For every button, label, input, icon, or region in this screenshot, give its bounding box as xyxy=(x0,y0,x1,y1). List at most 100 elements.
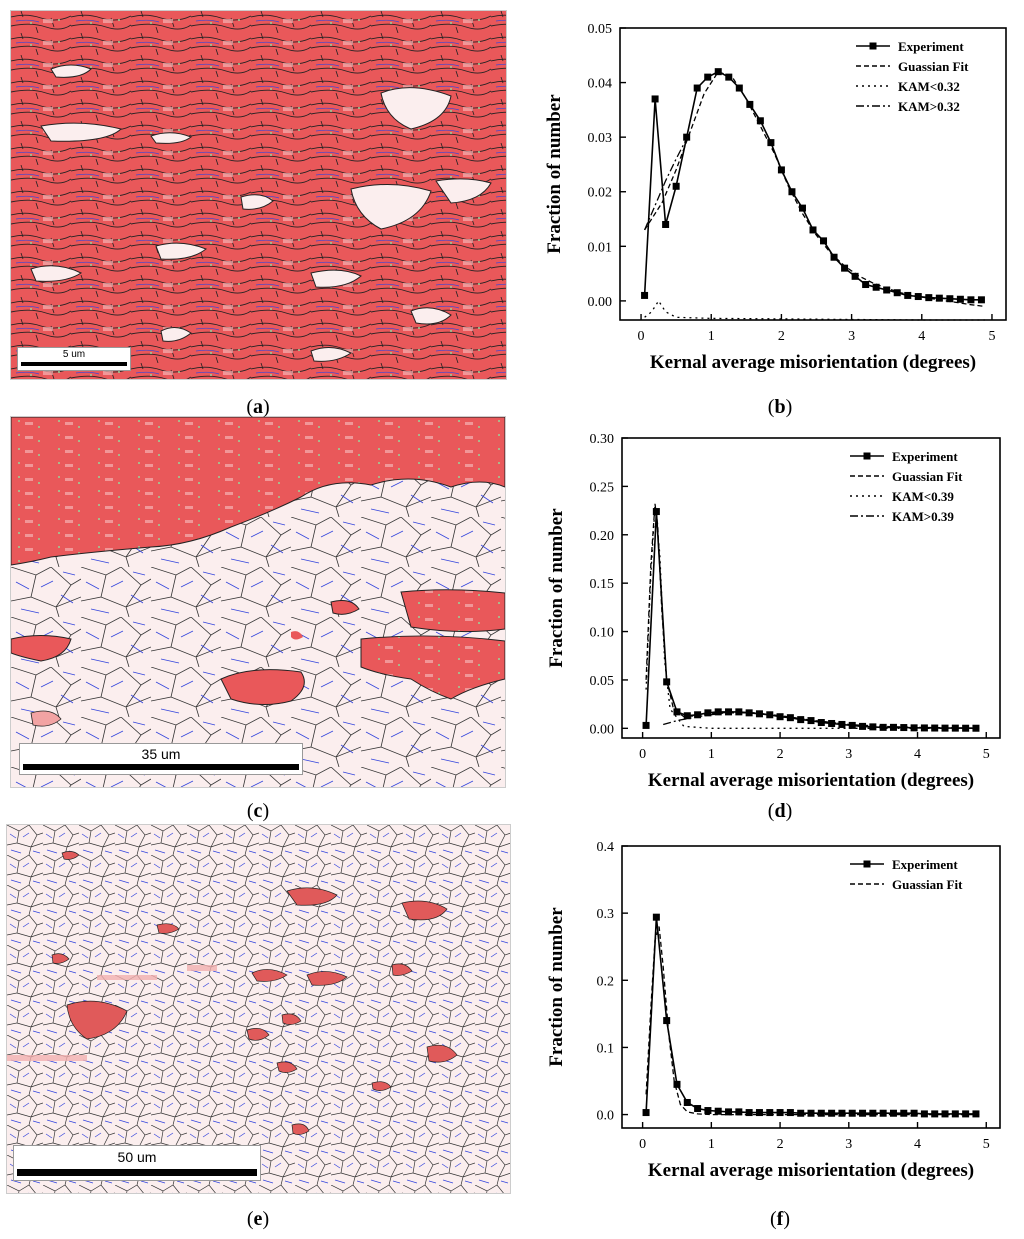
panel-label-e: (e) xyxy=(246,1208,270,1230)
x-tick-label: 5 xyxy=(983,1137,990,1152)
data-point xyxy=(883,286,891,294)
chart-svg-f: 0 1 2 3 4 5 0.0 0.1 0.2 0.3 0.4 Kernal average miso… xyxy=(546,840,1001,1181)
chart-svg-d: 0 1 2 3 4 5 0.00 0.05 0.10 0.15 0.20 0.25 0.30 Kernal… xyxy=(546,432,1001,791)
data-point xyxy=(869,723,877,731)
panel-label-c: (c) xyxy=(246,800,270,822)
data-point xyxy=(848,1109,856,1117)
kam-distribution-chart-b: 0 1 2 3 4 5 0.00 0.01 0.02 0.03 0.04 0.05 Kernal ave… xyxy=(520,0,1024,392)
data-point xyxy=(920,724,928,732)
kam-distribution-chart-d: 0 1 2 3 4 5 0.00 0.05 0.10 0.15 0.20 0.25 0.30 Kernal… xyxy=(520,416,1024,794)
y-tick-label: 0.05 xyxy=(588,22,613,37)
series-line-3 xyxy=(644,131,691,231)
x-tick-label: 3 xyxy=(845,1137,852,1152)
grain-structure-c xyxy=(11,417,505,787)
y-tick-label: 0.0 xyxy=(597,1109,615,1124)
y-tick-label: 0.2 xyxy=(597,974,615,989)
legend-entry: Experiment xyxy=(898,39,964,54)
scale-bar-e: 50 um xyxy=(13,1145,261,1181)
x-tick-label: 5 xyxy=(988,329,995,344)
kam-map-c: 35 um xyxy=(10,416,506,788)
y-tick-label: 0.15 xyxy=(590,577,615,592)
data-point xyxy=(798,204,806,212)
y-tick-label: 0.04 xyxy=(588,77,613,92)
x-tick-label: 3 xyxy=(848,329,855,344)
scale-bar-a: 5 um xyxy=(17,347,131,371)
x-tick-label: 0 xyxy=(639,747,646,762)
x-tick-label: 0 xyxy=(638,329,645,344)
data-point xyxy=(951,1110,959,1118)
data-point xyxy=(879,723,887,731)
data-point xyxy=(977,296,985,304)
y-tick-label: 0.3 xyxy=(597,907,615,922)
x-tick-label: 2 xyxy=(778,329,785,344)
data-point xyxy=(756,117,764,125)
y-tick-label: 0.1 xyxy=(597,1041,615,1056)
data-point xyxy=(788,188,796,196)
data-point xyxy=(848,721,856,729)
data-point xyxy=(725,73,733,81)
legend-marker xyxy=(869,42,877,50)
scale-bar-line xyxy=(21,362,127,366)
legend-entry: Experiment xyxy=(892,857,958,872)
data-point xyxy=(786,1109,794,1117)
data-point xyxy=(714,708,722,716)
data-point xyxy=(745,1109,753,1117)
scale-bar-label: 50 um xyxy=(117,1149,157,1165)
panel-label-b: (b) xyxy=(767,396,793,418)
y-tick-label: 0.25 xyxy=(590,480,615,495)
data-point xyxy=(725,1108,733,1116)
data-point xyxy=(807,1109,815,1117)
data-point xyxy=(920,1110,928,1118)
legend-entry: KAM>0.32 xyxy=(898,99,960,114)
data-point xyxy=(893,289,901,297)
grain-structure-e xyxy=(7,825,510,1193)
data-point xyxy=(946,295,954,303)
y-tick-label: 0.00 xyxy=(590,722,615,737)
legend-entry: Guassian Fit xyxy=(892,469,963,484)
x-tick-label: 4 xyxy=(914,747,921,762)
data-point xyxy=(776,713,784,721)
data-point xyxy=(642,721,650,729)
data-point xyxy=(683,1098,691,1106)
data-point xyxy=(925,294,933,302)
scale-bar-line xyxy=(17,1169,257,1176)
data-point xyxy=(694,711,702,719)
x-tick-label: 0 xyxy=(639,1137,646,1152)
data-point xyxy=(797,1109,805,1117)
data-point xyxy=(662,220,670,228)
data-point xyxy=(962,1110,970,1118)
legend-entry: Guassian Fit xyxy=(898,59,969,74)
data-point xyxy=(941,1110,949,1118)
x-axis-label: Kernal average misorientation (degrees) xyxy=(650,352,976,373)
y-tick-label: 0.20 xyxy=(590,529,615,544)
legend-entry: KAM>0.39 xyxy=(892,509,954,524)
data-point xyxy=(889,1109,897,1117)
data-point xyxy=(641,291,649,299)
panel-label-d: (d) xyxy=(767,800,793,822)
series-line-0 xyxy=(645,917,976,1115)
data-point xyxy=(672,182,680,190)
data-point xyxy=(694,1105,702,1113)
grain-structure-a xyxy=(11,11,506,379)
series-line-1 xyxy=(645,503,980,729)
y-axis-label: Fraction of number xyxy=(546,508,567,668)
plot-frame xyxy=(621,437,1001,739)
series-line-3 xyxy=(663,712,849,726)
scale-bar-c: 35 um xyxy=(19,743,303,775)
data-point xyxy=(869,1109,877,1117)
y-tick-label: 0.02 xyxy=(588,186,613,201)
data-point xyxy=(820,237,828,245)
legend-marker xyxy=(863,452,871,460)
data-point xyxy=(693,84,701,92)
data-point xyxy=(935,294,943,302)
data-point xyxy=(872,283,880,291)
kam-map-e: 50 um xyxy=(6,824,511,1194)
legend-marker xyxy=(863,860,871,868)
y-tick-label: 0.4 xyxy=(597,840,615,855)
data-point xyxy=(797,716,805,724)
panel-label-f: (f) xyxy=(769,1208,790,1230)
x-tick-label: 1 xyxy=(708,747,715,762)
data-point xyxy=(704,73,712,81)
data-point xyxy=(767,139,775,147)
plot-frame xyxy=(621,845,1001,1129)
